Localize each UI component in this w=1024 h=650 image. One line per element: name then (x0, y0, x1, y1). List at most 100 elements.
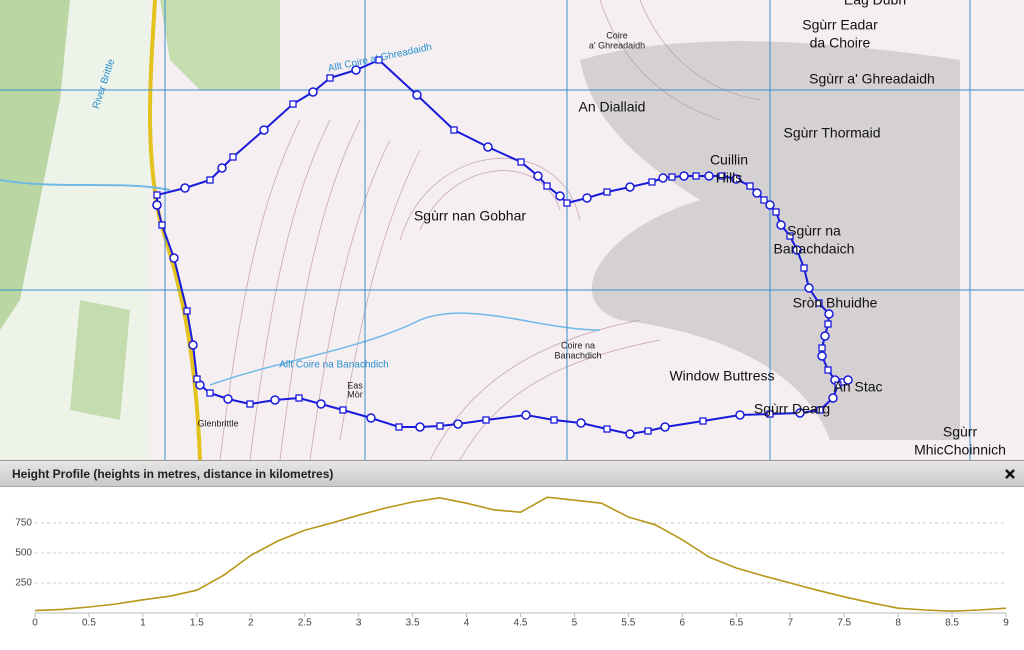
route-waypoint (800, 264, 808, 272)
x-tick-label: 2 (248, 618, 254, 629)
route-waypoint (815, 299, 823, 307)
place-label: Banachdich (554, 350, 601, 360)
route-waypoint (834, 381, 842, 389)
route-waypoint (158, 221, 166, 229)
route-waypoint (270, 395, 280, 405)
water-label: Allt Coire na Banachdich (279, 360, 389, 371)
route-waypoint (772, 208, 780, 216)
route-waypoint (308, 87, 318, 97)
route-waypoint (246, 400, 254, 408)
route-waypoint (582, 193, 592, 203)
place-label: Window Buttress (669, 368, 774, 384)
route-waypoint (412, 90, 422, 100)
forest (160, 0, 280, 90)
chart: 250 500 750 0 0.5 1 1.5 2 2.5 3 3.5 4 4.5 5 5.5 6 6.5 7 7.… (15, 496, 1009, 629)
route-waypoint (576, 418, 586, 428)
route-waypoint (795, 408, 805, 418)
labels: Eag Dubh Sgùrr Eadar da Choire Sgùrr a' Ghr… (91, 0, 1006, 458)
water-label: Mòr (347, 389, 363, 399)
place-label: Sgùrr a' Ghreadaidh (809, 71, 935, 87)
map-background (0, 0, 1024, 460)
route-waypoint (517, 158, 525, 166)
place-label: Sgùrr Thormaid (783, 125, 880, 141)
route-waypoint (223, 394, 233, 404)
x-tick-label: 5 (572, 618, 578, 629)
route-waypoint (766, 410, 774, 418)
route-waypoint (259, 125, 269, 135)
x-tick-label: 8 (895, 618, 901, 629)
route-waypoint (776, 220, 786, 230)
route-waypoint (603, 188, 611, 196)
route-waypoint (731, 174, 741, 184)
route-waypoint (395, 423, 403, 431)
route-waypoint (453, 419, 463, 429)
route-waypoint (153, 191, 161, 199)
route-waypoint (648, 178, 656, 186)
route-waypoint (326, 74, 334, 82)
water-label: Eas (347, 380, 363, 390)
route-waypoint (746, 182, 754, 190)
route-waypoint (792, 245, 802, 255)
x-tick-label: 9 (1003, 618, 1009, 629)
profile-line (34, 496, 1007, 613)
forest (70, 300, 130, 420)
route-waypoint (718, 172, 726, 180)
route-waypoint (660, 422, 670, 432)
route-waypoint (644, 427, 652, 435)
stream (209, 312, 601, 386)
y-tick-label: 750 (15, 518, 32, 529)
route-waypoint (415, 422, 425, 432)
grid (0, 0, 1024, 460)
route-waypoint (704, 171, 714, 181)
route-waypoint (543, 182, 551, 190)
route-waypoint (824, 320, 832, 328)
map[interactable]: Eag Dubh Sgùrr Eadar da Choire Sgùrr a' Ghr… (0, 0, 1024, 460)
route-waypoint (563, 199, 571, 207)
route-waypoint (752, 188, 762, 198)
route-waypoint (765, 200, 775, 210)
place-label: Sgùrr nan Gobhar (414, 208, 526, 224)
route-waypoint (817, 351, 827, 361)
route (152, 56, 853, 439)
place-label: An Stac (833, 379, 882, 395)
panel-title: Height Profile (heights in metres, dista… (12, 467, 334, 481)
route-waypoint (824, 366, 832, 374)
x-tick-label: 5.5 (621, 618, 635, 629)
place-label: Sgùrr (943, 424, 978, 440)
route-waypoint (668, 173, 676, 181)
x-tick-label: 2.5 (298, 618, 312, 629)
route-waypoint (843, 375, 853, 385)
route-waypoint (804, 283, 814, 293)
place-label: Sròn Bhuidhe (793, 295, 878, 311)
place-label: Cuillin (710, 152, 748, 168)
route-waypoint (679, 171, 689, 181)
x-tick-label: 1.5 (190, 618, 204, 629)
route-waypoint (206, 176, 214, 184)
x-tick-label: 6.5 (729, 618, 743, 629)
route-waypoint (555, 191, 565, 201)
place-label: a' Ghreadaidh (589, 40, 645, 50)
x-tick-label: 7.5 (837, 618, 851, 629)
place-label: Eag Dubh (844, 0, 906, 8)
x-tick-label: 8.5 (945, 618, 959, 629)
route-waypoint (735, 410, 745, 420)
x-tick-label: 3 (356, 618, 362, 629)
close-button[interactable] (1004, 468, 1016, 480)
x-tick-label: 4 (464, 618, 470, 629)
x-tick-label: 4.5 (514, 618, 528, 629)
route-waypoint (316, 399, 326, 409)
place-label: da Choire (810, 35, 871, 51)
route-waypoint (450, 126, 458, 134)
route-waypoint (375, 56, 383, 64)
route-waypoint (692, 172, 700, 180)
forest (0, 0, 70, 330)
place-label: Banachdaich (774, 241, 855, 257)
route-waypoint (818, 344, 826, 352)
y-tick-label: 500 (15, 548, 32, 559)
route-waypoint (339, 406, 347, 414)
route-waypoint (550, 416, 558, 424)
route-waypoint (482, 416, 490, 424)
route-waypoint (169, 253, 179, 263)
route-waypoint (786, 232, 794, 240)
route-waypoint (193, 375, 201, 383)
